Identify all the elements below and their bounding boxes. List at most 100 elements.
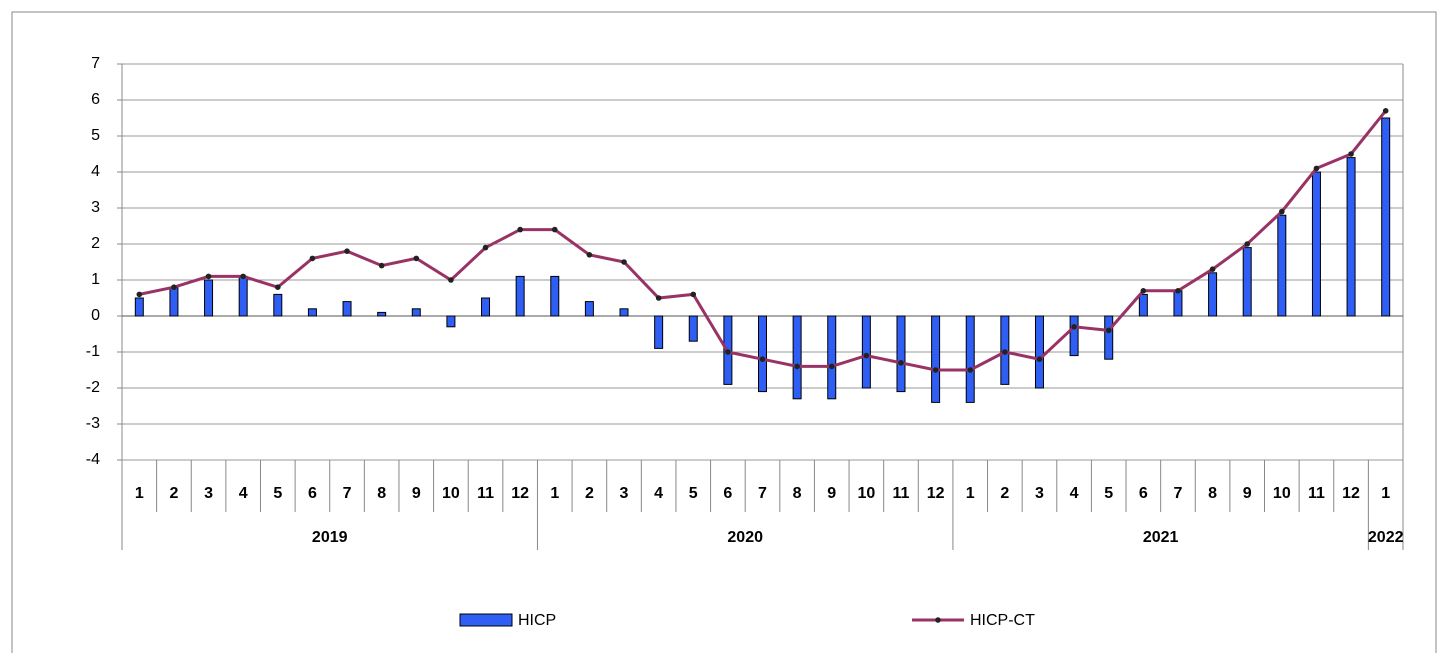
x-tick-label: 7 xyxy=(1174,485,1183,502)
bar xyxy=(688,315,698,342)
y-tick-label: 2 xyxy=(91,235,100,252)
y-tick-label: 6 xyxy=(91,91,100,108)
x-tick-label: 9 xyxy=(827,485,836,502)
point xyxy=(1105,327,1112,334)
bar xyxy=(515,275,525,317)
point xyxy=(482,244,489,251)
bar xyxy=(584,301,594,317)
point xyxy=(690,291,697,298)
bar xyxy=(792,315,802,400)
x-tick-label: 2 xyxy=(1000,485,1009,502)
bar xyxy=(446,315,456,328)
point xyxy=(1209,266,1216,273)
x-tick-label: 10 xyxy=(1273,485,1291,502)
x-tick-label: 12 xyxy=(927,485,945,502)
x-tick-label: 1 xyxy=(1381,485,1390,502)
bar xyxy=(1346,157,1356,317)
bar xyxy=(134,297,144,317)
x-tick-label: 8 xyxy=(1208,485,1217,502)
legend-swatch xyxy=(459,613,513,627)
bar xyxy=(896,315,906,393)
x-tick-label: 4 xyxy=(1070,485,1079,502)
bar xyxy=(931,315,941,403)
y-tick-label: 3 xyxy=(91,199,100,216)
bar xyxy=(965,315,975,403)
bar xyxy=(238,275,248,317)
bar xyxy=(550,275,560,317)
x-tick-label: 4 xyxy=(239,485,248,502)
bar xyxy=(481,297,491,317)
bar xyxy=(273,293,283,317)
bar xyxy=(1242,247,1252,317)
bar xyxy=(169,286,179,317)
y-tick-label: -3 xyxy=(86,415,100,432)
bar xyxy=(758,315,767,393)
x-tick-label: 6 xyxy=(308,485,317,502)
x-tick-label: 7 xyxy=(343,485,352,502)
x-tick-label: 11 xyxy=(1308,485,1325,502)
x-tick-label: 2 xyxy=(169,485,178,502)
point xyxy=(967,367,974,373)
point xyxy=(517,226,523,233)
x-tick-label: 3 xyxy=(204,485,213,502)
bar xyxy=(1034,315,1044,389)
year-label: 2020 xyxy=(727,529,763,546)
point xyxy=(586,252,593,258)
bar xyxy=(342,301,352,317)
point xyxy=(863,352,870,359)
year-label: 2022 xyxy=(1368,529,1404,546)
bar xyxy=(204,279,214,317)
x-tick-label: 1 xyxy=(135,485,144,502)
point xyxy=(309,255,316,262)
point xyxy=(551,226,558,233)
point xyxy=(1002,349,1008,355)
bar xyxy=(1138,293,1148,317)
point xyxy=(621,259,627,265)
y-tick-label: -4 xyxy=(86,451,100,468)
point xyxy=(932,367,939,373)
x-tick-label: 11 xyxy=(893,485,910,502)
point xyxy=(828,363,835,370)
bar xyxy=(1069,315,1079,357)
point xyxy=(898,360,904,366)
point xyxy=(1175,288,1181,294)
x-tick-label: 12 xyxy=(511,485,529,502)
bar xyxy=(827,315,837,400)
x-tick-label: 7 xyxy=(758,485,767,502)
point xyxy=(1036,356,1043,363)
bar xyxy=(654,315,664,349)
point xyxy=(448,277,454,283)
x-tick-label: 6 xyxy=(723,485,732,502)
x-tick-label: 3 xyxy=(1035,485,1044,502)
legend-label: HICP xyxy=(518,612,556,629)
bar xyxy=(377,311,387,317)
x-tick-label: 4 xyxy=(654,485,663,502)
bar xyxy=(1104,315,1114,360)
point xyxy=(205,273,212,280)
y-tick-label: 1 xyxy=(91,271,100,288)
point xyxy=(1348,151,1354,157)
point xyxy=(759,356,766,363)
point xyxy=(1313,165,1320,172)
point xyxy=(274,284,281,291)
y-tick-label: 0 xyxy=(91,307,100,324)
x-tick-label: 10 xyxy=(442,485,460,502)
x-tick-label: 1 xyxy=(966,485,975,502)
bar xyxy=(1208,272,1218,317)
x-tick-label: 8 xyxy=(377,485,386,502)
x-tick-label: 12 xyxy=(1342,485,1360,502)
y-tick-label: 5 xyxy=(91,127,100,144)
y-tick-label: -1 xyxy=(86,343,100,360)
point xyxy=(240,273,246,280)
point xyxy=(1140,288,1147,294)
x-tick-label: 1 xyxy=(550,485,559,502)
x-tick-label: 9 xyxy=(412,485,421,502)
point xyxy=(1382,108,1389,114)
point xyxy=(794,363,800,370)
point xyxy=(413,255,420,262)
legend-marker xyxy=(935,617,941,623)
bar xyxy=(411,308,421,317)
year-label: 2021 xyxy=(1143,529,1179,546)
x-tick-label: 10 xyxy=(857,485,875,502)
